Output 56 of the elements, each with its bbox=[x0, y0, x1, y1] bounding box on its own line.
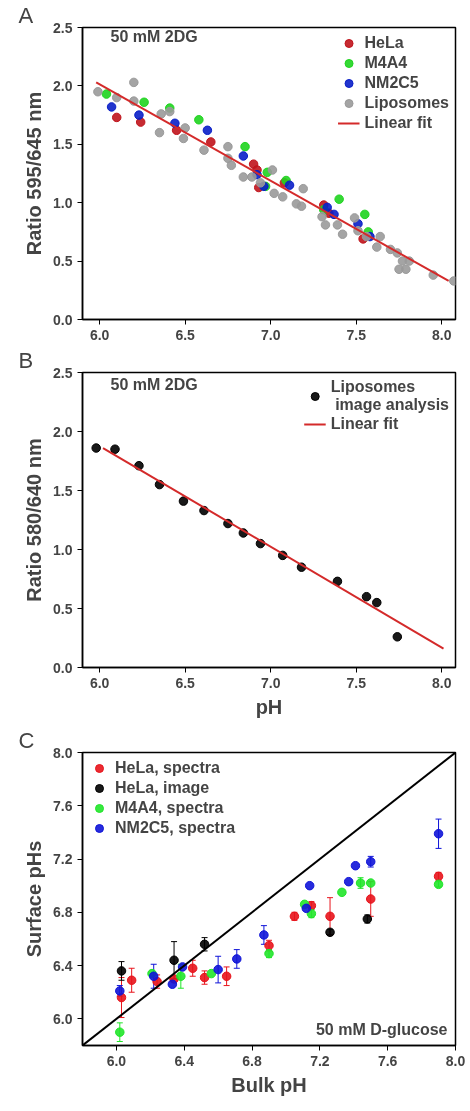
legend-label: Linear fit bbox=[364, 113, 433, 133]
x-axis-title: pH bbox=[255, 695, 283, 718]
y-tick-label: 2.5 bbox=[53, 364, 73, 381]
x-tick-label: 6.5 bbox=[175, 326, 196, 343]
legend-label: NM2C5, spectra bbox=[115, 818, 236, 838]
legend-label: M4A4 bbox=[364, 53, 408, 73]
x-tick-label: 7.6 bbox=[377, 1052, 398, 1069]
y-tick-label: 2.5 bbox=[53, 19, 73, 36]
y-tick-label: 1.5 bbox=[53, 482, 73, 499]
chart-title: B bbox=[18, 347, 34, 373]
x-tick-label: 6.0 bbox=[89, 326, 110, 343]
y-axis-title: Surface pHs bbox=[23, 840, 46, 958]
y-tick-label: 6.8 bbox=[53, 904, 73, 921]
y-axis-title: Ratio 580/640 nm bbox=[23, 438, 46, 602]
x-tick-label: 7.0 bbox=[260, 326, 281, 343]
annotation: 50 mM 2DG bbox=[110, 375, 198, 393]
x-tick-label: 7.0 bbox=[260, 674, 281, 691]
x-tick-label: 8.0 bbox=[432, 326, 452, 343]
x-tick-label: 6.5 bbox=[175, 674, 196, 691]
y-tick-label: 1.5 bbox=[53, 136, 73, 153]
annotation: 50 mM D-glucose bbox=[315, 1020, 448, 1038]
y-tick-label: 8.0 bbox=[53, 744, 73, 761]
y-tick-label: 2.0 bbox=[53, 423, 73, 440]
y-tick-label: 2.0 bbox=[53, 77, 73, 94]
chart-title: C bbox=[18, 727, 35, 753]
legend-label: HeLa bbox=[364, 33, 404, 53]
legend-label: Liposomes bbox=[364, 93, 449, 113]
y-tick-label: 0.5 bbox=[53, 600, 73, 617]
legend-label: Liposomes image analysis bbox=[330, 378, 449, 414]
y-tick-label: 1.0 bbox=[53, 541, 73, 558]
x-tick-label: 7.5 bbox=[346, 674, 367, 691]
x-tick-label: 7.5 bbox=[346, 326, 367, 343]
x-tick-label: 7.2 bbox=[310, 1052, 330, 1069]
x-tick-label: 8.0 bbox=[432, 674, 452, 691]
x-tick-label: 6.4 bbox=[174, 1052, 195, 1069]
annotation: 50 mM 2DG bbox=[110, 27, 198, 45]
x-tick-label: 6.0 bbox=[106, 1052, 127, 1069]
legend-label: NM2C5 bbox=[364, 73, 419, 93]
legend-label: M4A4, spectra bbox=[115, 798, 224, 818]
y-tick-label: 1.0 bbox=[53, 194, 73, 211]
x-tick-label: 8.0 bbox=[445, 1052, 466, 1069]
y-tick-label: 0.5 bbox=[53, 253, 73, 270]
x-axis-title: Bulk pH bbox=[231, 1073, 307, 1096]
y-tick-label: 7.6 bbox=[53, 797, 73, 814]
legend-label: HeLa, image bbox=[115, 778, 210, 798]
chart-title: A bbox=[18, 2, 34, 28]
y-tick-label: 0.0 bbox=[53, 659, 73, 676]
y-tick-label: 6.4 bbox=[53, 957, 73, 974]
y-tick-label: 6.0 bbox=[53, 1010, 73, 1027]
legend-label: HeLa, spectra bbox=[115, 758, 220, 778]
legend-label: Linear fit bbox=[330, 414, 399, 434]
y-tick-label: 7.2 bbox=[53, 851, 73, 868]
x-tick-label: 6.8 bbox=[242, 1052, 262, 1069]
y-tick-label: 0.0 bbox=[53, 311, 73, 328]
y-axis-title: Ratio 595/645 nm bbox=[23, 91, 46, 256]
x-tick-label: 6.0 bbox=[89, 674, 110, 691]
